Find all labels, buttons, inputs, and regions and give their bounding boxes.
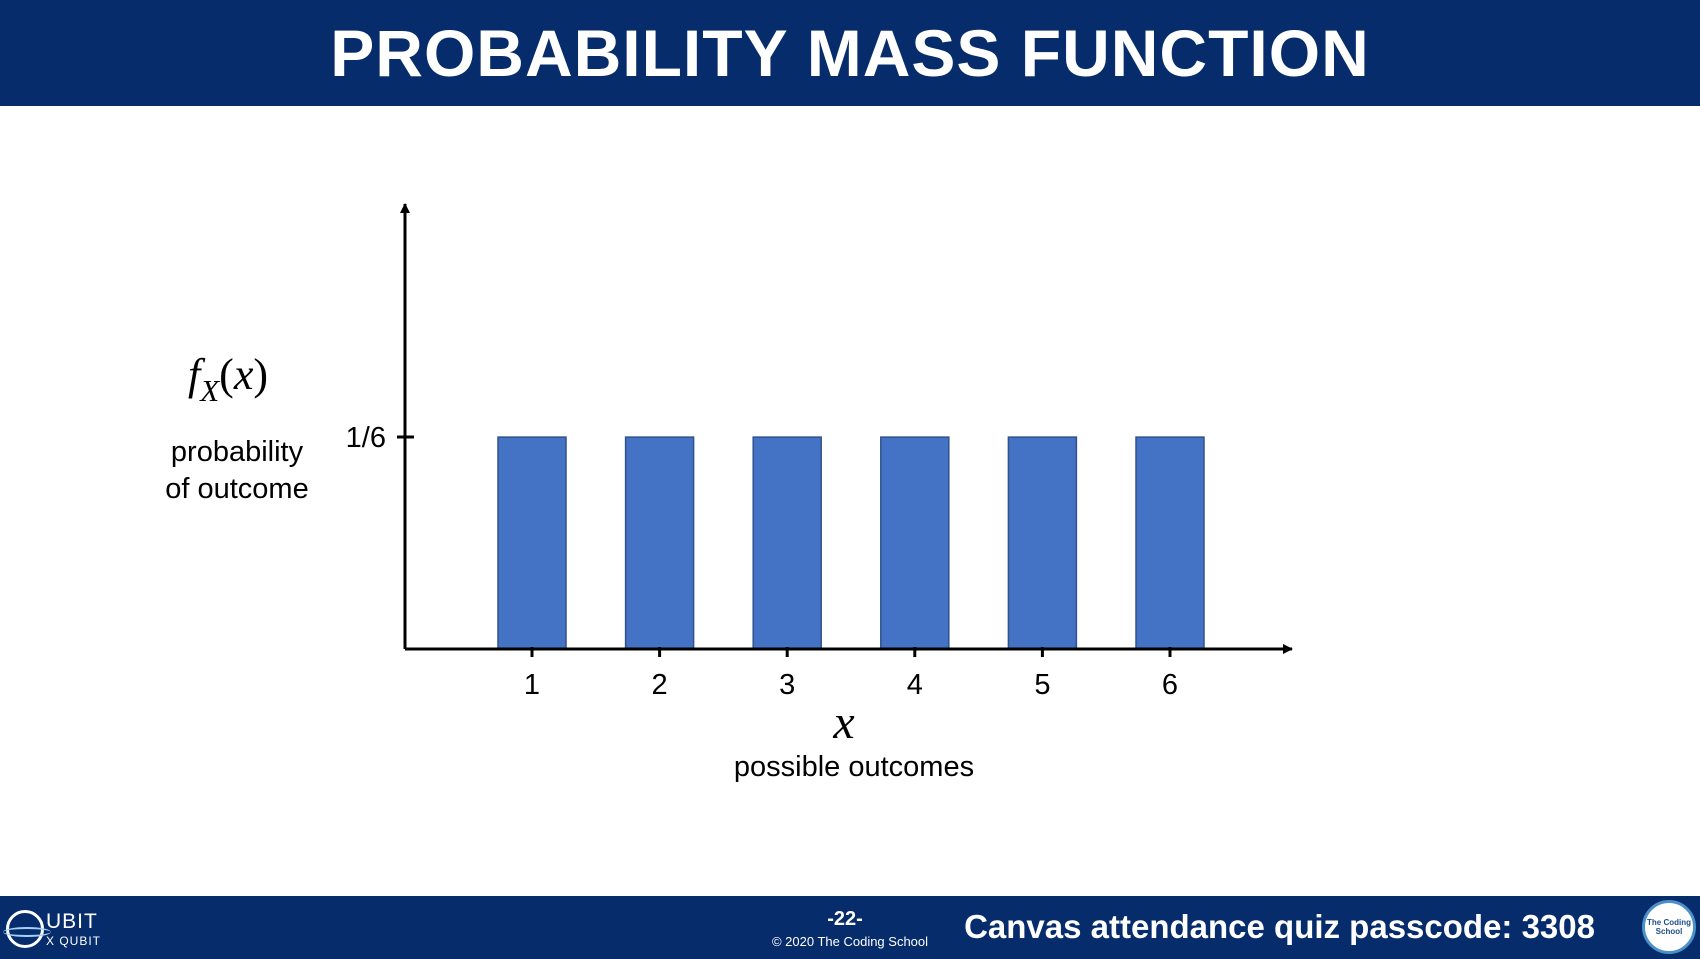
coding-school-seal-icon: The Coding School	[1642, 900, 1696, 954]
bar-4	[880, 436, 950, 650]
page-number: -22-	[827, 908, 863, 930]
x-tick-label-2: 2	[652, 669, 668, 701]
bar-5	[1007, 436, 1078, 650]
bars-group	[497, 436, 1205, 650]
x-tick-label-1: 1	[524, 669, 540, 701]
x-tick-label-5: 5	[1034, 669, 1050, 701]
bar-3	[752, 436, 822, 650]
x-tick-label-4: 4	[907, 669, 923, 701]
ylabel-open: (	[219, 350, 234, 399]
ylabel-close: )	[253, 350, 268, 399]
y-axis-label-line1: probability	[171, 436, 304, 468]
logo-main-text: UBIT	[46, 910, 98, 933]
ylabel-sub: X	[198, 373, 220, 408]
x-axis-math-label: x	[832, 696, 854, 749]
y-axis-label-line2: of outcome	[165, 473, 308, 505]
logo-sub-text: X QUBIT	[46, 934, 102, 948]
qubit-logo: UBIT X QUBIT	[3, 904, 116, 952]
bar-1	[497, 436, 567, 650]
copyright-text: © 2020 The Coding School	[771, 934, 929, 949]
passcode-text: Canvas attendance quiz passcode: 3308	[964, 908, 1595, 945]
y-tick-label: 1/6	[346, 422, 386, 454]
x-tick-label-6: 6	[1162, 669, 1178, 701]
x-tick-label-3: 3	[779, 669, 795, 701]
slide-title: PROBABILITY MASS FUNCTION	[330, 16, 1370, 90]
ylabel-x: x	[233, 350, 254, 399]
qubit-logo-ring-icon	[3, 910, 51, 948]
x-ticks-group: 1 2 3 4 5 6	[524, 647, 1178, 701]
bar-6	[1135, 436, 1205, 650]
title-bar: PROBABILITY MASS FUNCTION	[0, 0, 1700, 106]
footer-bar: UBIT X QUBIT -22- © 2020 The Coding Scho…	[0, 896, 1700, 959]
x-axis-label: possible outcomes	[734, 751, 974, 783]
bar-2	[624, 436, 695, 650]
y-axis-math-label: fX(x)	[188, 350, 268, 408]
seal-text: The Coding School	[1647, 918, 1691, 936]
